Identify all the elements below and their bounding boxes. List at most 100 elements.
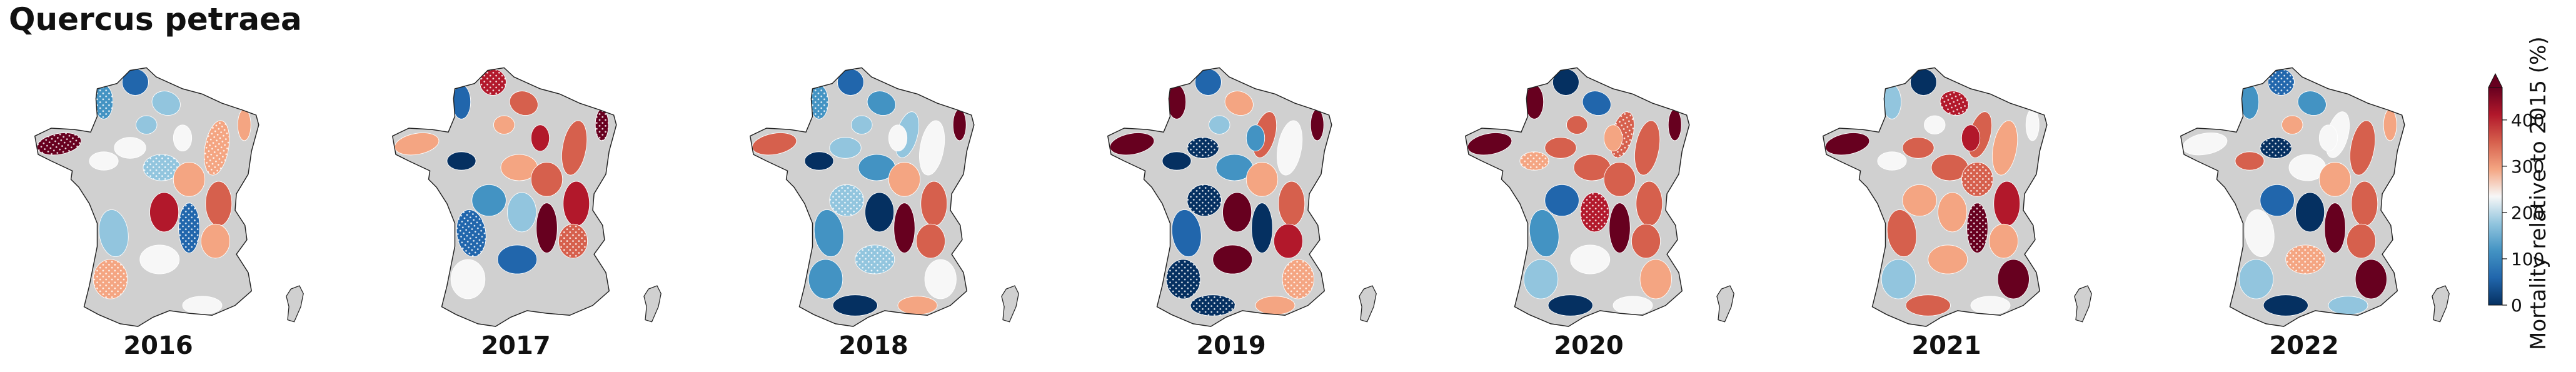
region-8 — [114, 137, 146, 159]
region-7 — [89, 151, 119, 171]
region-17 — [1212, 244, 1253, 274]
region-16 — [1997, 259, 2030, 299]
colorbar-tick-label: 300 — [2511, 156, 2544, 177]
region-19 — [1523, 259, 1559, 299]
region-significance-5 — [204, 120, 229, 176]
region-10 — [530, 162, 563, 197]
region-22 — [1245, 124, 1265, 152]
region-23 — [1209, 115, 1230, 134]
region-significance-10 — [1961, 162, 1993, 197]
region-2 — [1552, 69, 1579, 96]
region-11 — [2351, 181, 2378, 226]
region-21 — [1255, 296, 1296, 315]
region-19 — [2238, 259, 2274, 299]
region-20 — [1905, 294, 1951, 316]
region-21 — [2328, 296, 2368, 315]
region-23 — [493, 115, 515, 134]
region-17 — [497, 244, 538, 274]
map-france-2017 — [391, 67, 662, 327]
region-14 — [1609, 203, 1631, 253]
region-15 — [200, 223, 231, 259]
region-22 — [1961, 124, 1981, 152]
region-6 — [1310, 109, 1324, 141]
colorbar-gradient — [2488, 87, 2503, 306]
corsica — [1359, 285, 1377, 323]
corsica — [2432, 285, 2450, 323]
region-significance-17 — [855, 244, 895, 274]
figure-title: Quercus petraea — [9, 1, 302, 38]
region-18 — [813, 209, 844, 257]
region-8 — [1902, 137, 1935, 159]
region-16 — [1639, 259, 1672, 299]
region-18 — [2244, 209, 2275, 257]
country-outline — [1822, 67, 2048, 327]
region-5 — [561, 120, 588, 176]
region-layer — [1467, 69, 1682, 316]
region-11 — [205, 181, 233, 226]
year-label-2019: 2019 — [1196, 331, 1266, 360]
region-12 — [1544, 184, 1579, 217]
map-france-2018 — [749, 67, 1019, 327]
region-layer — [36, 69, 251, 315]
region-3 — [509, 91, 538, 116]
region-6 — [1668, 109, 1682, 141]
region-15 — [915, 223, 946, 259]
year-label-2020: 2020 — [1554, 331, 1624, 360]
region-14 — [536, 203, 558, 253]
region-layer — [1109, 69, 1324, 316]
region-significance-13 — [1580, 192, 1609, 232]
region-15 — [1273, 223, 1304, 259]
region-significance-14 — [178, 203, 200, 253]
region-3 — [1582, 91, 1611, 116]
corsica — [2074, 285, 2092, 323]
region-5 — [1992, 120, 2018, 176]
region-8 — [1544, 137, 1577, 159]
region-19 — [1881, 259, 1916, 299]
region-13 — [2295, 192, 2325, 233]
region-significance-7 — [1519, 151, 1549, 171]
corsica — [286, 285, 304, 323]
region-21 — [1613, 296, 1653, 315]
region-23 — [2282, 115, 2303, 134]
region-significance-8 — [2260, 137, 2292, 159]
region-2 — [837, 69, 864, 96]
region-21 — [182, 296, 223, 315]
region-3 — [867, 91, 896, 116]
map-france-2022 — [2180, 67, 2450, 327]
region-12 — [471, 184, 506, 217]
region-18 — [1171, 209, 1202, 257]
year-label-2018: 2018 — [838, 331, 908, 360]
region-6 — [237, 109, 251, 141]
region-significance-17 — [2285, 244, 2325, 274]
region-19 — [808, 259, 843, 299]
region-significance-1 — [94, 84, 113, 119]
colorbar-tick-label: 200 — [2511, 203, 2544, 223]
region-16 — [924, 259, 957, 299]
region-22 — [888, 124, 908, 152]
colorbar-tick-label: 0 — [2511, 295, 2522, 316]
region-5 — [1634, 120, 1661, 176]
region-17 — [1928, 244, 1968, 274]
corsica — [643, 285, 662, 323]
map-france-2021 — [1822, 67, 2092, 327]
region-18 — [98, 209, 129, 257]
country-outline — [2180, 67, 2405, 327]
region-significance-3 — [1940, 91, 1969, 116]
region-significance-2 — [2268, 69, 2295, 96]
region-layer — [2182, 69, 2397, 316]
colorbar-tick-label: 100 — [2511, 249, 2544, 269]
region-14 — [2324, 203, 2346, 253]
region-significance-19 — [93, 259, 128, 299]
region-7 — [1162, 151, 1192, 171]
colorbar-tick-label: 400 — [2511, 110, 2544, 131]
region-significance-20 — [1190, 294, 1235, 316]
region-18 — [1886, 209, 1917, 257]
region-21 — [1970, 296, 2011, 315]
region-17 — [139, 244, 180, 274]
region-significance-2 — [480, 69, 506, 96]
region-layer — [394, 69, 609, 299]
region-10 — [2318, 162, 2352, 197]
region-10 — [1603, 162, 1636, 197]
region-12 — [2260, 184, 2295, 217]
